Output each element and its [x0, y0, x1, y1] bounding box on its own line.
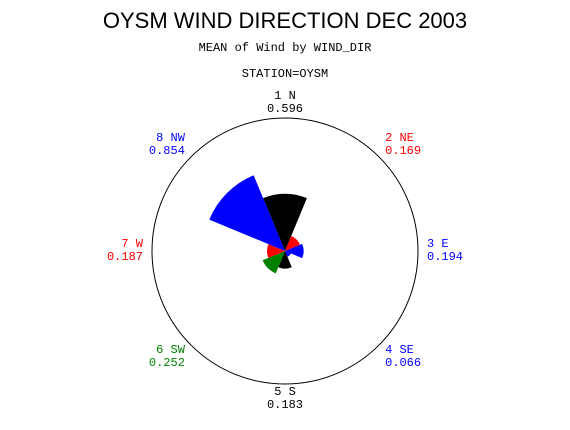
direction-label: 2 NE: [385, 131, 414, 145]
value-label: 0.183: [267, 398, 303, 412]
direction-label: 3 E: [427, 237, 449, 251]
wedge: [267, 244, 285, 258]
value-label: 0.596: [267, 102, 303, 116]
value-label: 0.169: [385, 144, 421, 158]
chart-title: OYSM WIND DIRECTION DEC 2003: [103, 8, 467, 33]
wedge: [209, 175, 285, 251]
wedge: [278, 251, 292, 269]
direction-label: 7 W: [121, 237, 143, 251]
wedge: [262, 251, 285, 274]
value-label: 0.252: [149, 356, 185, 370]
wedge: [285, 251, 291, 257]
value-label: 0.854: [149, 144, 185, 158]
direction-label: 1 N: [274, 89, 296, 103]
value-label: 0.066: [385, 356, 421, 370]
outer-circle: [151, 117, 419, 385]
chart-subtitle: MEAN of Wind by WIND_DIR: [199, 41, 372, 55]
wedge: [285, 236, 300, 251]
direction-label: 6 SW: [156, 343, 186, 357]
direction-label: 5 S: [274, 385, 296, 399]
value-label: 0.194: [427, 250, 463, 264]
direction-label: 8 NW: [156, 131, 186, 145]
wedge: [285, 243, 304, 259]
value-label: 0.187: [107, 250, 143, 264]
group-label: STATION=OYSM: [242, 67, 328, 81]
direction-label: 4 SE: [385, 343, 414, 357]
wedge: [263, 193, 307, 251]
